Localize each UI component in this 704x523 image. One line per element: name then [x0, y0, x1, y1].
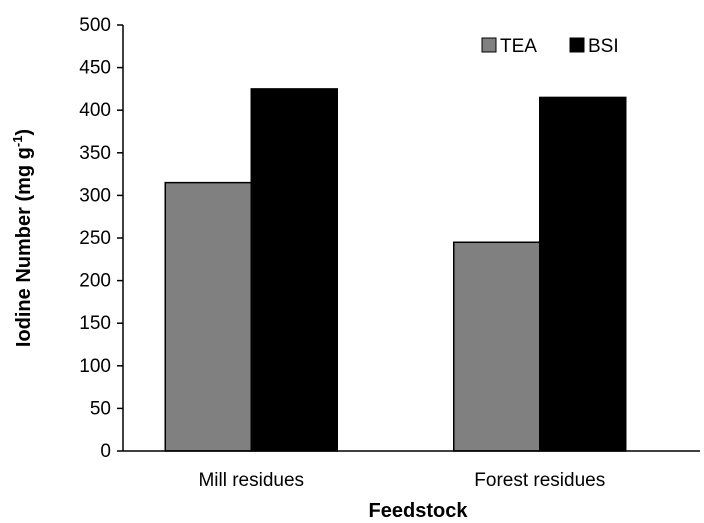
legend: TEA BSI	[481, 36, 619, 57]
y-tick-label: 100	[79, 356, 111, 377]
y-tick-label: 200	[79, 271, 111, 292]
legend-label-bsi: BSI	[588, 36, 619, 57]
bar-tea-2	[453, 241, 541, 452]
y-tick-label: 0	[100, 441, 111, 462]
x-tick-label: Forest residues	[474, 470, 605, 491]
bar-bsi-1	[250, 88, 338, 452]
y-axis-title-superscript: -1	[10, 136, 25, 148]
x-ticks-group: Mill residues Forest residues	[198, 470, 605, 491]
bar-bsi-2	[539, 96, 627, 452]
y-axis-title-main: Iodine Number (mg g	[13, 147, 35, 347]
x-axis-title: Feedstock	[369, 500, 469, 522]
y-tick-label: 500	[79, 15, 111, 36]
bars-group	[164, 88, 627, 452]
y-axis-title-close: )	[13, 129, 35, 136]
y-ticks-group: 0 50 100 150 200 250 300 350 400 450 500	[79, 15, 123, 462]
y-tick-label: 250	[79, 228, 111, 249]
y-tick-label: 300	[79, 185, 111, 206]
legend-swatch-tea	[481, 37, 497, 53]
y-tick-label: 50	[90, 398, 111, 419]
legend-swatch-bsi	[569, 37, 585, 53]
bar-tea-1	[164, 181, 252, 452]
legend-label-tea: TEA	[500, 36, 537, 57]
y-tick-label: 350	[79, 143, 111, 164]
x-tick-label: Mill residues	[198, 470, 304, 491]
y-tick-label: 400	[79, 100, 111, 121]
y-axis-title: Iodine Number (mg g-1)	[10, 129, 35, 347]
y-tick-label: 450	[79, 58, 111, 79]
y-tick-label: 150	[79, 313, 111, 334]
